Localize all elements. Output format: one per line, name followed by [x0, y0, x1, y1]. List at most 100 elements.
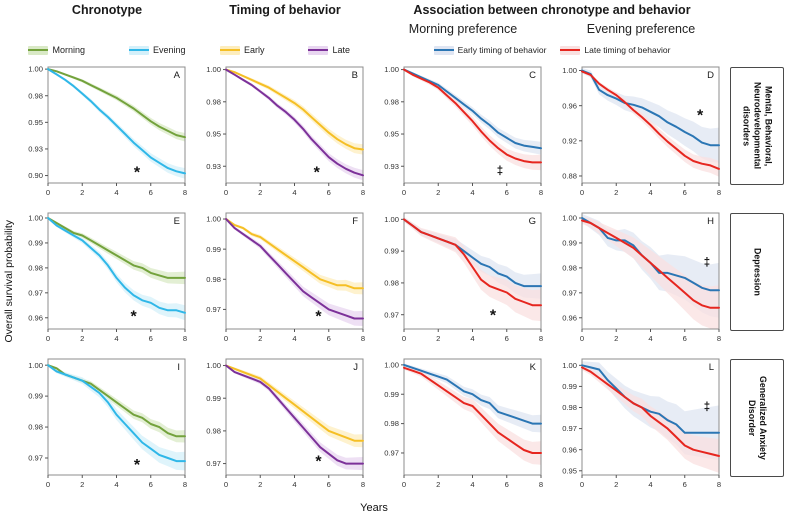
x-tick-label: 0	[224, 188, 228, 197]
x-tick-label: 4	[114, 480, 118, 489]
x-tick-label: 6	[149, 480, 153, 489]
survival-curve	[225, 68, 364, 151]
y-tick-label: 0.93	[206, 162, 221, 171]
x-tick-label: 0	[580, 480, 584, 489]
y-tick-label: 1.00	[562, 66, 577, 75]
y-tick-label: 1.00	[562, 214, 577, 223]
y-tick-label: 0.97	[206, 459, 221, 468]
x-tick-label: 6	[327, 480, 331, 489]
subheader-evening-preference: Evening preference	[586, 22, 696, 36]
x-tick-label: 2	[614, 480, 618, 489]
survival-curve	[225, 218, 364, 320]
y-tick-label: 0.98	[28, 423, 43, 432]
panel-letter: F	[352, 216, 358, 227]
panel-letter: C	[529, 70, 536, 81]
x-tick-label: 4	[648, 188, 652, 197]
x-tick-label: 2	[436, 480, 440, 489]
x-tick-label: 6	[505, 188, 509, 197]
row-label-depression: Depression	[730, 213, 784, 331]
y-tick-label: 0.98	[206, 275, 221, 284]
legend-item: Early timing of behavior	[433, 45, 546, 55]
y-tick-label: 0.98	[206, 426, 221, 435]
survival-curve	[403, 218, 542, 307]
panel-L: 1.00 0.99 0.98 0.97 0.96 0.950 2 4 6 8 L ‡	[562, 358, 721, 489]
significance-marker: *	[697, 107, 704, 124]
ci-band	[582, 217, 719, 329]
significance-marker: *	[134, 457, 141, 474]
significance-marker: *	[315, 308, 322, 325]
legend-swatch-icon	[28, 45, 49, 55]
x-tick-label: 8	[183, 334, 187, 343]
subheader-morning-preference: Morning preference	[408, 22, 518, 36]
column-header-timing: Timing of behavior	[229, 3, 341, 17]
y-tick-label: 1.00	[384, 215, 399, 224]
legend-swatch-icon	[433, 45, 454, 55]
x-tick-label: 2	[80, 480, 84, 489]
x-tick-label: 8	[539, 480, 543, 489]
y-tick-label: 1.00	[206, 361, 221, 370]
legend-line-icon	[28, 49, 49, 51]
y-tick-label: 0.96	[562, 101, 577, 110]
significance-marker: *	[490, 308, 497, 325]
y-tick-label: 1.00	[28, 361, 43, 370]
ci-band	[48, 217, 185, 285]
panel-letter: B	[352, 70, 358, 81]
significance-marker: ‡	[704, 257, 710, 269]
survival-curve	[581, 219, 720, 309]
x-tick-label: 8	[717, 188, 721, 197]
column-header-association: Association between chronotype and behav…	[413, 3, 691, 17]
panel-I: 1.00 0.99 0.98 0.97 0 2 4 6 8 I *	[28, 358, 187, 489]
y-tick-label: 0.95	[28, 118, 43, 127]
timing-legend: Early Late	[196, 45, 374, 55]
x-tick-label: 8	[539, 188, 543, 197]
panel-letter: I	[177, 362, 180, 373]
x-tick-label: 0	[46, 188, 50, 197]
y-tick-label: 0.98	[28, 263, 43, 272]
survival-curve	[47, 217, 186, 279]
y-axis-label: Overall survival probability	[3, 219, 15, 343]
y-tick-label: 0.93	[28, 145, 43, 154]
x-tick-label: 0	[580, 334, 584, 343]
legend-item: Evening	[128, 45, 186, 55]
x-tick-label: 6	[327, 188, 331, 197]
survival-curve	[47, 217, 186, 314]
x-tick-label: 0	[224, 480, 228, 489]
panel-B: 1.00 0.98 0.95 0.93 0 2 4 6 8 B *	[206, 65, 365, 197]
significance-marker: *	[315, 453, 322, 470]
x-axis-label: Years	[360, 502, 388, 514]
y-tick-label: 0.98	[562, 403, 577, 412]
survival-curve	[225, 68, 364, 177]
panel-A: 1.00 0.98 0.95 0.93 0.900 2 4 6 8 A *	[28, 65, 187, 197]
panel-letter: L	[709, 362, 714, 373]
panel-letter: D	[707, 70, 714, 81]
panel-J: 1.00 0.99 0.98 0.97 0 2 4 6 8 J *	[206, 358, 365, 489]
legend-swatch-icon	[308, 45, 329, 55]
ci-band	[226, 68, 363, 181]
y-tick-label: 0.96	[562, 313, 577, 322]
x-tick-label: 4	[470, 480, 474, 489]
y-tick-label: 1.00	[28, 214, 43, 223]
legend-swatch-icon	[560, 45, 581, 55]
y-tick-label: 0.98	[562, 263, 577, 272]
significance-marker: ‡	[497, 165, 503, 177]
x-tick-label: 6	[683, 480, 687, 489]
y-tick-label: 0.97	[28, 454, 43, 463]
legend-line-icon	[560, 49, 581, 51]
legend-line-icon	[128, 49, 149, 51]
survival-curve	[581, 364, 720, 434]
y-tick-label: 0.96	[562, 445, 577, 454]
x-tick-label: 2	[258, 480, 262, 489]
x-tick-label: 6	[505, 334, 509, 343]
ci-band	[48, 216, 185, 321]
x-tick-label: 8	[361, 334, 365, 343]
ci-band	[404, 217, 541, 322]
y-tick-label: 1.00	[562, 361, 577, 370]
x-tick-label: 2	[436, 188, 440, 197]
legend-item: Morning	[28, 45, 85, 55]
panel-letter: K	[530, 362, 537, 373]
panel-H: 1.00 0.99 0.98 0.97 0.96 0 2 4 6 8 H ‡	[562, 212, 721, 343]
x-tick-label: 6	[149, 334, 153, 343]
panel-letter: H	[707, 216, 714, 227]
x-tick-label: 4	[470, 188, 474, 197]
